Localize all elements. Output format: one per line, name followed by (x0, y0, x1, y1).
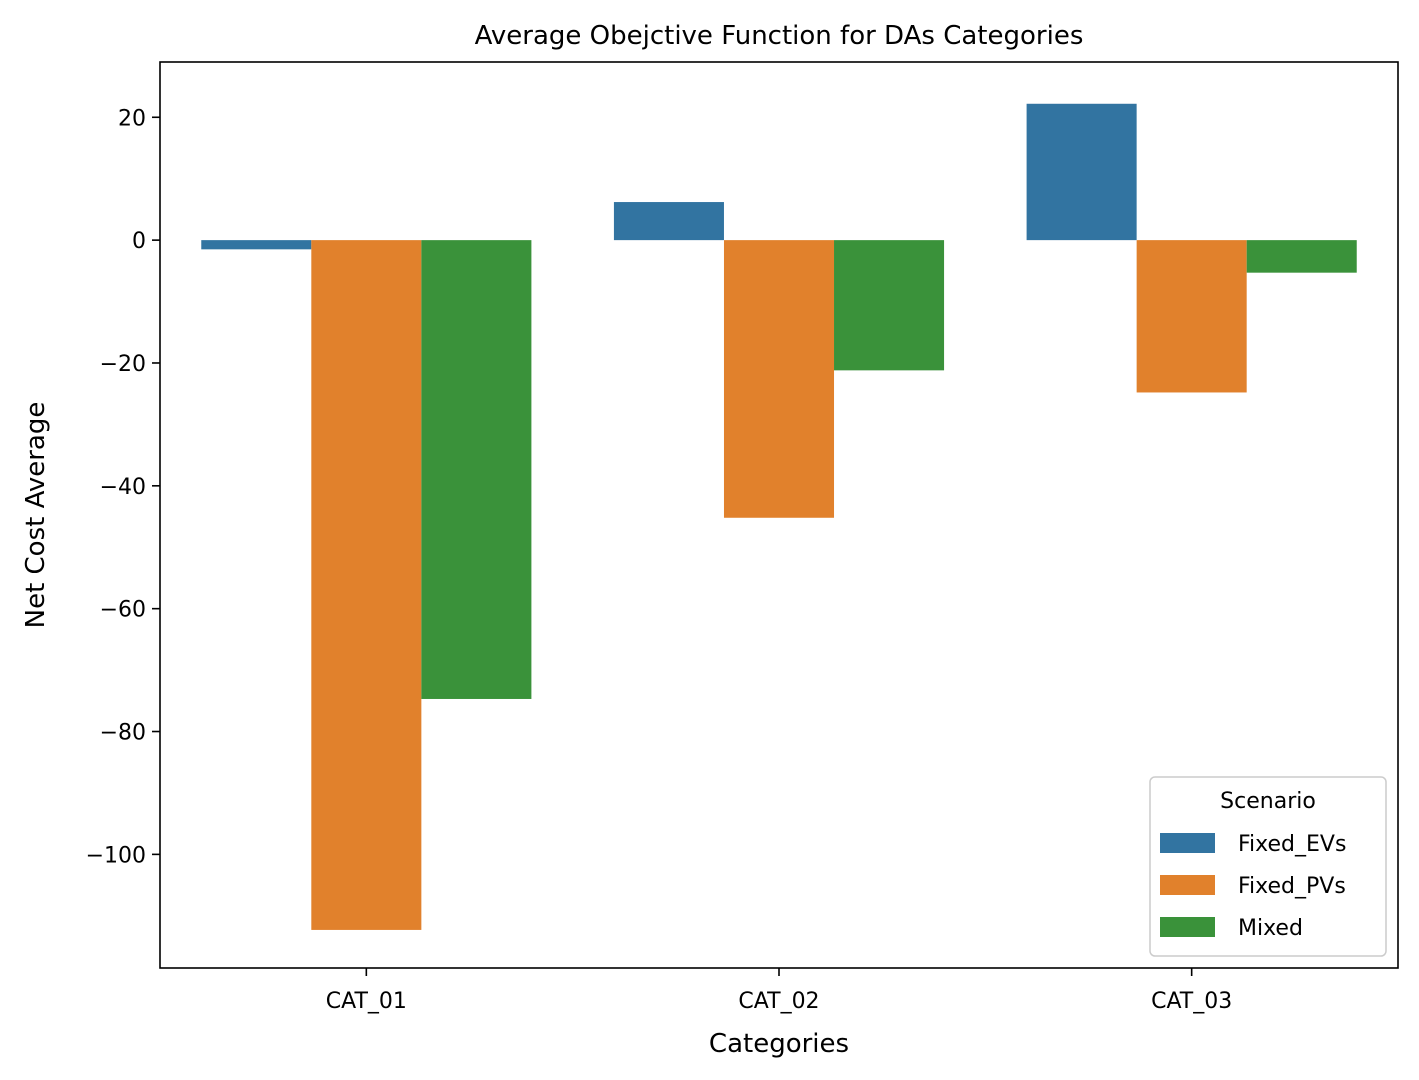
bar-fixed-evs-cat-02 (613, 202, 724, 241)
bar-fixed-pvs-cat-01 (311, 240, 422, 930)
bar-mixed-cat-03 (1246, 240, 1357, 273)
legend-box (1149, 776, 1387, 957)
legend-label-mixed: Mixed (1238, 916, 1303, 941)
legend-swatch-mixed (1160, 917, 1215, 937)
legend-swatch-fixed-evs (1160, 833, 1215, 853)
bar-fixed-evs-cat-01 (201, 240, 312, 250)
bar-mixed-cat-01 (421, 240, 532, 699)
bar-fixed-pvs-cat-03 (1136, 240, 1247, 393)
y-tick-label: 20 (118, 106, 146, 131)
x-tick-label: CAT_03 (1151, 989, 1232, 1014)
legend: Scenario Fixed_EVs Fixed_PVs Mixed (1149, 776, 1387, 957)
y-axis-ticks: 20 0 −20 −40 −60 −80 −100 (86, 106, 160, 868)
bar-mixed-cat-02 (834, 240, 945, 371)
y-tick-label: −20 (100, 352, 146, 377)
legend-label-fixed-evs: Fixed_EVs (1238, 832, 1346, 857)
bar-fixed-pvs-cat-02 (723, 240, 835, 518)
legend-title: Scenario (1220, 789, 1316, 814)
y-tick-label: −40 (100, 475, 146, 500)
y-tick-label: 0 (132, 229, 146, 254)
chart-title: Average Obejctive Function for DAs Categ… (475, 21, 1084, 51)
x-tick-label: CAT_02 (738, 989, 819, 1014)
x-axis-label: Categories (709, 1029, 849, 1059)
plot-frame (159, 61, 1399, 969)
y-tick-label: −80 (100, 721, 146, 746)
legend-label-fixed-pvs: Fixed_PVs (1238, 874, 1346, 899)
bar-fixed-evs-cat-03 (1026, 103, 1137, 241)
legend-swatch-fixed-pvs (1160, 875, 1215, 895)
x-axis-ticks: CAT_01 CAT_02 CAT_03 (326, 968, 1232, 1014)
y-axis-label: Net Cost Average (21, 402, 51, 629)
bars-group (201, 103, 1357, 930)
y-tick-label: −100 (86, 843, 146, 868)
y-tick-label: −60 (100, 598, 146, 623)
x-tick-label: CAT_01 (326, 989, 407, 1014)
